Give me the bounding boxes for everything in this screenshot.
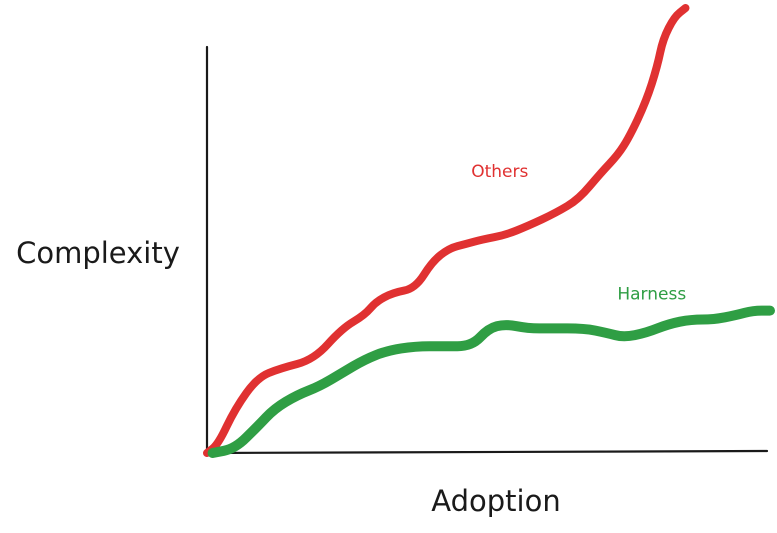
x-axis [205, 449, 769, 455]
series-label-others: Others [471, 162, 528, 182]
series-line-others [203, 4, 690, 457]
x-axis-title: Adoption [431, 484, 560, 518]
y-axis-title: Complexity [16, 236, 180, 270]
series-label-harness: Harness [617, 284, 686, 304]
series-line-harness [207, 305, 775, 458]
